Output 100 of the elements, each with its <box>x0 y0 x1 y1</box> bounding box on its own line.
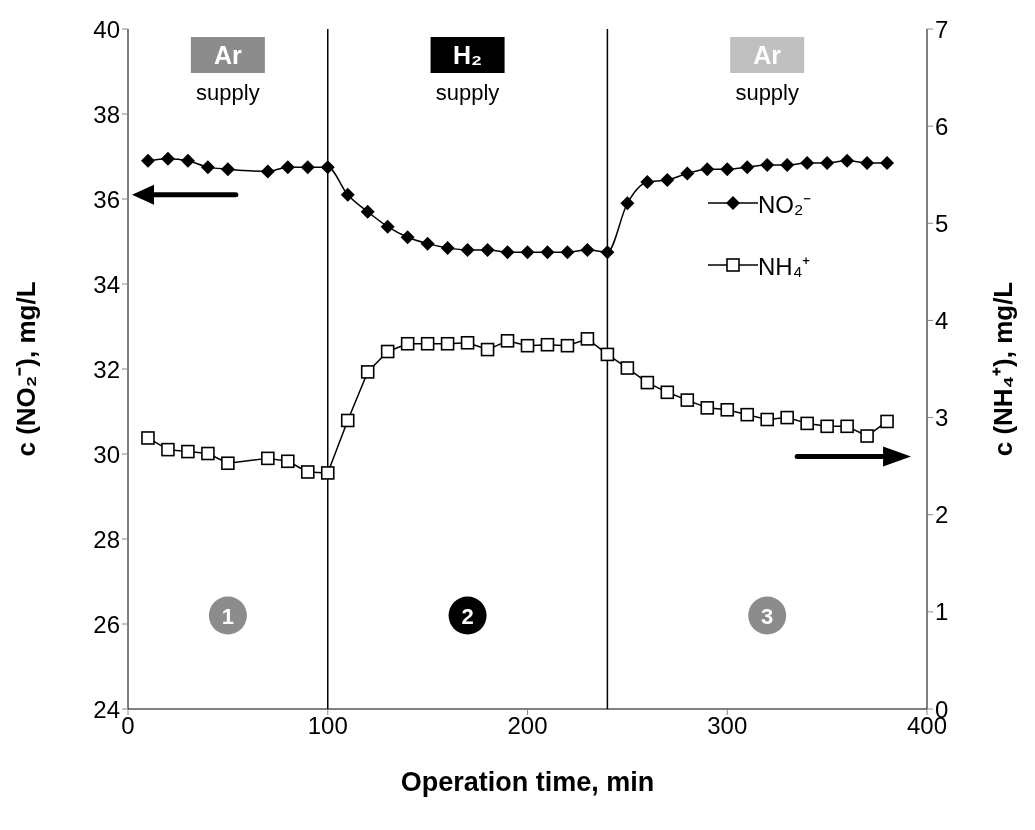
point <box>260 164 275 179</box>
point <box>640 375 655 390</box>
point <box>340 187 355 202</box>
y2-tick-label: 7 <box>935 15 949 43</box>
point <box>580 243 595 257</box>
point <box>141 431 155 445</box>
point <box>400 336 415 351</box>
y-tick-label: 40 <box>93 15 120 43</box>
annotation: 3 <box>761 603 774 629</box>
y2-axis-title: c (NH₄⁺), mg/L <box>988 281 1019 457</box>
point <box>820 155 835 170</box>
point <box>640 175 655 189</box>
point <box>760 158 775 172</box>
point <box>460 335 475 350</box>
point <box>320 160 335 175</box>
point <box>480 243 495 257</box>
y2-tick-label: 5 <box>935 209 949 237</box>
point <box>200 160 215 175</box>
y-tick-label: 24 <box>93 695 120 723</box>
x-axis-title: Operation time, min <box>400 767 655 797</box>
point <box>500 334 515 348</box>
point <box>520 338 535 353</box>
y-tick-label: 36 <box>93 185 120 213</box>
point <box>660 172 675 187</box>
point <box>700 162 715 177</box>
annotation: supply <box>435 80 500 105</box>
point <box>420 236 435 251</box>
point <box>420 336 435 351</box>
point <box>140 153 155 168</box>
point <box>660 385 675 400</box>
point <box>440 336 455 351</box>
point <box>740 407 755 422</box>
point <box>760 412 774 427</box>
point <box>560 245 575 260</box>
y2-tick-label: 6 <box>935 112 949 140</box>
point <box>840 419 854 434</box>
x-tick-label: 100 <box>307 712 348 740</box>
y-tick-label: 34 <box>93 270 120 298</box>
point <box>680 393 695 407</box>
point <box>680 166 695 181</box>
point <box>400 230 415 245</box>
point <box>540 245 555 260</box>
point <box>380 219 395 234</box>
point <box>800 155 815 170</box>
point <box>560 338 575 353</box>
point <box>360 204 375 219</box>
x-tick-label: 0 <box>121 712 135 740</box>
point <box>340 413 355 428</box>
legend-label: NO₂⁻ <box>758 189 812 220</box>
y-tick-label: 30 <box>93 440 120 468</box>
x-tick-label: 200 <box>507 712 548 740</box>
annotation: supply <box>735 80 799 105</box>
point <box>860 429 874 443</box>
point <box>221 456 235 471</box>
point <box>620 361 635 375</box>
point <box>460 243 475 257</box>
y2-tick-label: 4 <box>935 306 949 334</box>
point <box>181 444 195 459</box>
point <box>600 245 615 260</box>
point <box>780 158 795 172</box>
point <box>300 160 315 175</box>
point <box>440 240 455 255</box>
point <box>180 153 195 168</box>
y2-tick-label: 3 <box>935 404 949 432</box>
point <box>720 162 735 177</box>
point <box>880 414 894 429</box>
annotation: Ar <box>753 41 782 69</box>
point <box>600 347 615 362</box>
point <box>800 416 814 431</box>
point <box>720 403 735 417</box>
annotation: H₂ <box>452 41 483 69</box>
point <box>480 342 495 357</box>
point <box>620 196 635 211</box>
x-tick-label: 300 <box>707 712 748 740</box>
point <box>820 419 834 434</box>
legend-label: NH₄⁺ <box>758 251 811 282</box>
point <box>380 344 395 359</box>
y-tick-label: 26 <box>93 610 120 638</box>
annotation: 1 <box>221 603 234 629</box>
point <box>220 162 235 177</box>
point <box>580 332 595 346</box>
point <box>300 465 315 479</box>
annotation: 2 <box>461 603 474 629</box>
point <box>500 245 515 260</box>
y-tick-label: 28 <box>93 525 120 553</box>
annotation: supply <box>196 80 260 105</box>
point <box>160 151 175 166</box>
point <box>201 446 215 461</box>
point <box>540 337 555 352</box>
point <box>740 160 755 175</box>
point <box>281 454 295 469</box>
point <box>320 466 335 480</box>
point <box>880 155 895 170</box>
point <box>700 401 715 415</box>
y-axis-title: c (NO₂⁻), mg/L <box>11 281 42 457</box>
point <box>520 245 535 260</box>
y-tick-label: 38 <box>93 100 120 128</box>
y2-tick-label: 2 <box>935 501 949 529</box>
y2-tick-label: 1 <box>935 598 949 626</box>
point <box>360 365 375 379</box>
